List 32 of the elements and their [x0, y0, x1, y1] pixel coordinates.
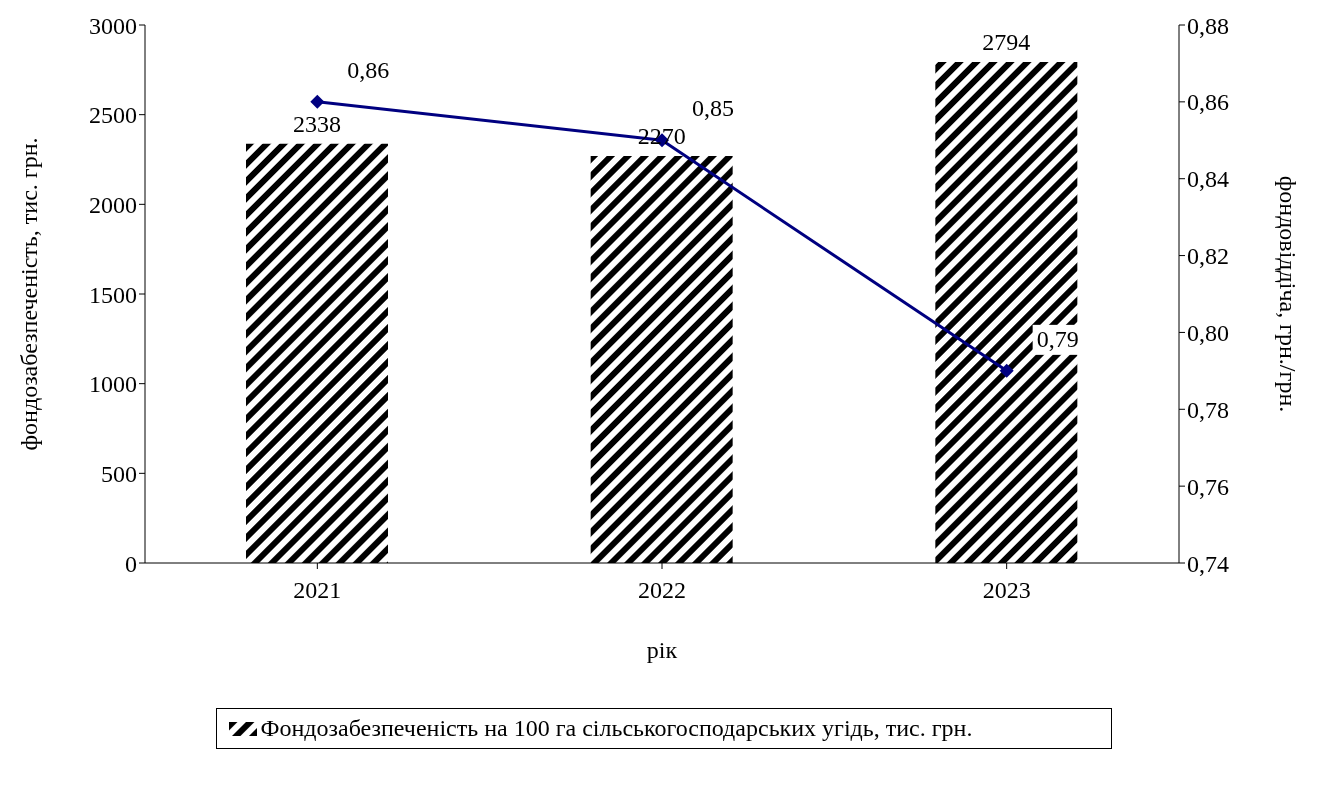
y2-axis-title: фондовіддіча, грн./грн. [1275, 175, 1302, 413]
data-label: 2794 [982, 28, 1031, 55]
legend-label: Фондозабезпеченість на 100 га сільськогосподарських угідь, тис. грн. [260, 715, 973, 742]
y2-tick-label: 0,84 [1187, 166, 1229, 193]
y-axis-title: фондозабезпеченість, тис. грн. [15, 137, 42, 451]
y-tick-label: 0 [125, 550, 137, 577]
point [310, 94, 325, 109]
data-label: 0,79 [1036, 325, 1079, 352]
y2-tick-label: 0,74 [1187, 550, 1229, 577]
point [999, 363, 1014, 378]
x-tick-label: 2022 [638, 577, 686, 604]
data-label: 0,86 [347, 56, 390, 83]
y2-tick-label: 0,80 [1187, 319, 1229, 346]
y-tick-label: 2000 [89, 191, 137, 218]
y2-tick-label: 0,86 [1187, 89, 1229, 116]
data-label: 0,85 [692, 95, 734, 122]
y-tick-label: 1000 [89, 371, 137, 398]
bar [246, 143, 388, 563]
y2-tick-label: 0,76 [1187, 473, 1229, 500]
x-tick-label: 2021 [293, 577, 342, 604]
y-tick-label: 2500 [89, 102, 137, 129]
x-axis-title: рік [646, 637, 678, 663]
x-tick-label: 2023 [982, 577, 1031, 604]
y-tick-label: 500 [101, 460, 137, 487]
y-tick-label: 1500 [89, 281, 137, 308]
data-label: 2338 [293, 110, 341, 137]
y2-tick-label: 0,78 [1187, 396, 1229, 423]
y2-tick-label: 0,82 [1187, 243, 1229, 270]
bar [590, 155, 733, 563]
y-tick-label: 3000 [89, 12, 137, 39]
bar [935, 61, 1078, 563]
y2-tick-label: 0,88 [1187, 12, 1229, 39]
